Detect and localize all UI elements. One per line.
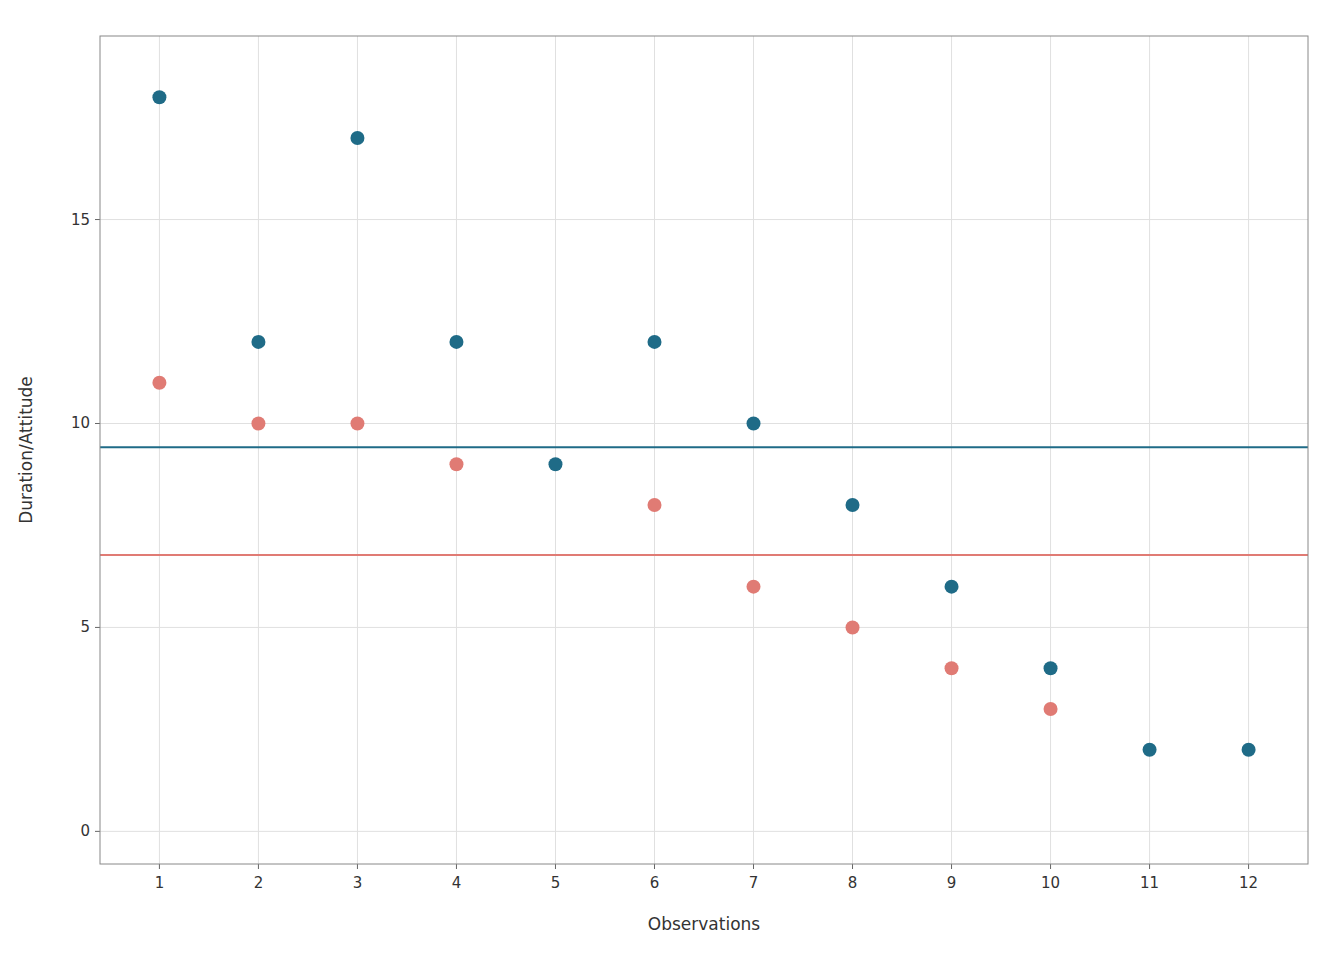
tick-x [753, 864, 754, 869]
grid-line-x [357, 36, 358, 864]
grid-line-x [258, 36, 259, 864]
x-axis-label: Observations [648, 914, 761, 934]
point [647, 335, 661, 349]
grid-line-x [951, 36, 952, 864]
tick-x [1248, 864, 1249, 869]
grid-line-y [100, 423, 1308, 424]
tick-x [1050, 864, 1051, 869]
point [1044, 661, 1058, 675]
tick-x [357, 864, 358, 869]
point [945, 661, 959, 675]
grid-line-x [159, 36, 160, 864]
grid-line-x [852, 36, 853, 864]
axes: 123456789101112051015 [71, 211, 1258, 892]
grid-line-y [100, 831, 1308, 832]
tick-label-x: 7 [749, 874, 759, 892]
point [449, 335, 463, 349]
point [945, 580, 959, 594]
reference-line [100, 446, 1308, 448]
point [846, 498, 860, 512]
point [350, 416, 364, 430]
tick-label-x: 3 [353, 874, 363, 892]
point [251, 335, 265, 349]
point [152, 90, 166, 104]
point [747, 416, 761, 430]
grid [100, 36, 1308, 864]
tick-x [258, 864, 259, 869]
tick-x [654, 864, 655, 869]
grid-line-x [1050, 36, 1051, 864]
tick-label-x: 12 [1239, 874, 1258, 892]
tick-x [1149, 864, 1150, 869]
tick-y [95, 831, 100, 832]
point [350, 131, 364, 145]
y-axis-label: Duration/Attitude [16, 376, 36, 524]
point [846, 620, 860, 634]
point [1242, 743, 1256, 757]
tick-label-y: 5 [80, 618, 90, 636]
point [747, 580, 761, 594]
tick-label-y: 10 [71, 414, 90, 432]
point [548, 457, 562, 471]
tick-label-x: 2 [254, 874, 264, 892]
tick-y [95, 627, 100, 628]
grid-line-y [100, 627, 1308, 628]
tick-label-x: 1 [155, 874, 165, 892]
plot-background [100, 36, 1308, 864]
tick-label-y: 15 [71, 211, 90, 229]
tick-label-x: 6 [650, 874, 660, 892]
grid-line-x [1248, 36, 1249, 864]
tick-label-x: 5 [551, 874, 561, 892]
tick-x [456, 864, 457, 869]
point [449, 457, 463, 471]
point [647, 498, 661, 512]
tick-x [852, 864, 853, 869]
plot-area [100, 90, 1308, 757]
point [152, 376, 166, 390]
tick-y [95, 423, 100, 424]
point [1044, 702, 1058, 716]
tick-label-x: 8 [848, 874, 858, 892]
grid-line-x [654, 36, 655, 864]
reference-line [100, 554, 1308, 556]
grid-line-x [456, 36, 457, 864]
tick-label-x: 9 [947, 874, 957, 892]
grid-line-y [100, 219, 1308, 220]
tick-x [159, 864, 160, 869]
grid-line-x [1149, 36, 1150, 864]
tick-x [555, 864, 556, 869]
point [1143, 743, 1157, 757]
tick-y [95, 219, 100, 220]
tick-label-x: 4 [452, 874, 462, 892]
tick-label-x: 11 [1140, 874, 1159, 892]
point [251, 416, 265, 430]
plot-frame [100, 36, 1308, 864]
grid-line-x [555, 36, 556, 864]
chart: 123456789101112051015ObservationsDuratio… [0, 0, 1344, 960]
tick-label-y: 0 [80, 822, 90, 840]
tick-label-x: 10 [1041, 874, 1060, 892]
grid-line-x [753, 36, 754, 864]
tick-x [951, 864, 952, 869]
